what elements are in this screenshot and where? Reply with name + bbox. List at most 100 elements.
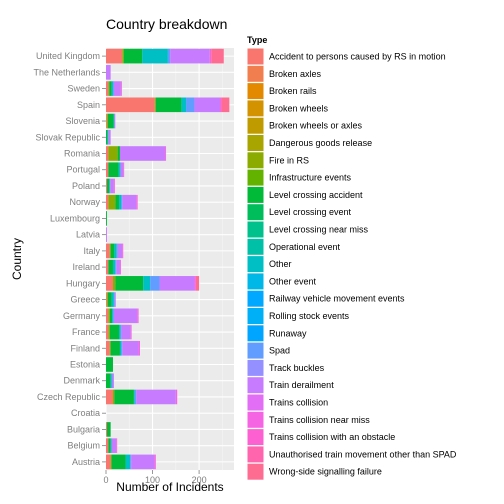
y-tick-label: Bulgaria (67, 424, 100, 434)
bar-segment (123, 162, 125, 178)
legend-title: Type (247, 35, 267, 45)
y-tick-label: Norway (69, 197, 100, 207)
bar-segment (167, 48, 171, 64)
bar-segment (138, 340, 140, 356)
bar-segment (154, 454, 156, 470)
bar-segment (116, 243, 118, 259)
bar-segment (112, 308, 114, 324)
bar-segment (122, 194, 137, 210)
bar-segment (195, 276, 200, 291)
bar-segment (143, 276, 151, 291)
bar-segment (106, 422, 107, 437)
bar-segment (107, 113, 114, 129)
legend-label: Dangerous goods release (269, 138, 372, 148)
bar-segment (120, 162, 124, 178)
bar-segment (106, 308, 109, 324)
bar-segment (113, 81, 121, 96)
bar-segment (108, 259, 113, 275)
bar-segment (108, 324, 110, 340)
bar-segment (106, 194, 109, 210)
legend-label: Trains collision (269, 398, 328, 408)
bar-segment (112, 259, 116, 275)
bar-segment (106, 211, 107, 226)
legend-label: Accident to persons caused by RS in moti… (269, 52, 446, 62)
y-tick-label: Sweden (67, 84, 100, 94)
y-tick-label: Spain (77, 100, 100, 110)
y-tick-label: Poland (72, 181, 100, 191)
bar-segment (123, 48, 143, 64)
bar-segment (122, 340, 139, 356)
legend-label: Other (269, 259, 292, 269)
bar-segment (155, 97, 182, 113)
bar-segment (106, 259, 109, 275)
legend-label: Infrastructure events (269, 173, 352, 183)
bar-segment (119, 259, 121, 275)
bar-segment (110, 454, 112, 470)
bar-segment (154, 97, 156, 113)
bar-segment (120, 81, 122, 96)
bar-segment (130, 324, 132, 340)
y-tick-label: Czech Republic (37, 392, 101, 402)
legend-key (246, 341, 265, 360)
y-tick-label: Romania (64, 149, 100, 159)
bar-segment (106, 178, 107, 194)
bar-segment (221, 97, 230, 113)
bar-segment (108, 129, 111, 145)
bar-segment (194, 97, 221, 113)
y-tick-label: Germany (63, 311, 101, 321)
bar-segment (113, 308, 138, 324)
legend-key (246, 272, 265, 291)
y-tick-label: Luxembourg (50, 213, 100, 223)
y-tick-label: Estonia (70, 360, 100, 370)
bar-segment (108, 308, 110, 324)
bar-segment (150, 276, 160, 291)
legend-key (246, 289, 265, 308)
x-tick-label: 0 (103, 475, 108, 485)
bar-segment (122, 48, 124, 64)
bar-segment (106, 162, 109, 178)
legend-key (246, 324, 265, 343)
bar-segment (165, 146, 167, 161)
y-tick-label: Italy (83, 246, 100, 256)
x-tick-labels: 0 100 200 (103, 470, 207, 485)
bar-segment (106, 373, 111, 389)
legend-key (246, 255, 265, 274)
bar-segment (106, 65, 111, 80)
legend-key (246, 185, 265, 204)
bar-segment (181, 97, 187, 113)
bar-segment (133, 389, 135, 405)
legend-label: Trains collision with an obstacle (269, 432, 395, 442)
legend-key (246, 220, 265, 239)
legend-label: Runaway (269, 328, 307, 338)
bar-segment (110, 438, 112, 453)
bar-segment (110, 340, 120, 356)
legend-key (246, 428, 265, 447)
bar-segment (134, 389, 137, 405)
bar-segment (109, 178, 111, 194)
bar-segment (111, 81, 113, 96)
y-tick-label: Hungary (66, 278, 101, 288)
bar-segment (111, 373, 113, 389)
bar-segment (194, 276, 196, 291)
y-tick-label: The Netherlands (33, 67, 100, 77)
legend-key (246, 99, 265, 118)
bar-segment (107, 292, 112, 307)
bar-segment (170, 48, 210, 64)
bar-segment (121, 340, 123, 356)
y-tick-label: Slovak Republic (35, 132, 100, 142)
bar-segment (112, 276, 116, 291)
legend-label: Level crossing accident (269, 190, 363, 200)
y-tick-label: Slovenia (65, 116, 100, 126)
bar-segment (106, 178, 110, 194)
bar-segment (108, 438, 111, 453)
bar-segment (131, 454, 155, 470)
y-tick-label: Finland (70, 343, 100, 353)
bar-segment (106, 438, 109, 453)
y-tick-label: Latvia (76, 230, 100, 240)
bar-segment (130, 454, 132, 470)
legend-key (246, 462, 265, 481)
bar-segment (109, 308, 113, 324)
bar-segment (117, 146, 120, 161)
legend-key (246, 307, 265, 325)
bar-segment (114, 292, 116, 307)
